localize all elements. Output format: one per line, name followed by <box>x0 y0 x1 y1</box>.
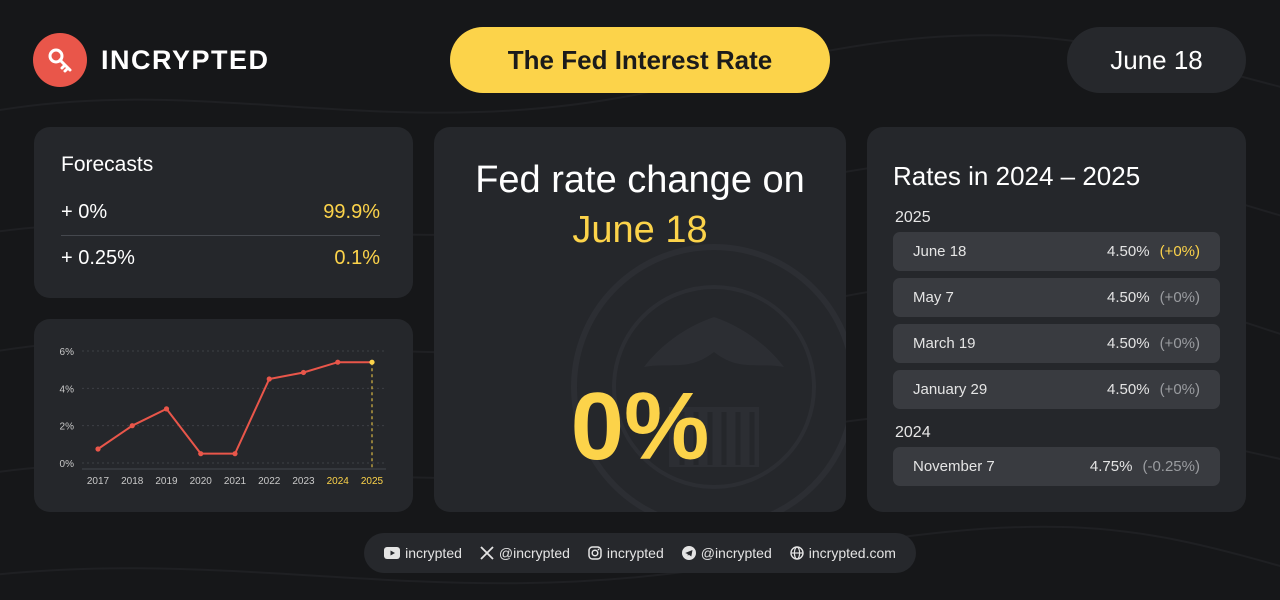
forecasts-card: Forecasts + 0% 99.9% + 0.25% 0.1% <box>34 127 413 298</box>
instagram-link[interactable]: incrypted <box>588 545 664 561</box>
x-tick-label: 2018 <box>121 476 144 487</box>
globe-icon <box>790 546 804 560</box>
rate-change: (-0.25%) <box>1142 458 1200 475</box>
data-point <box>300 369 307 376</box>
rates-card: Rates in 2024 – 2025 2025 June 18 4.50% … <box>867 127 1246 512</box>
key-logo-icon <box>33 33 87 87</box>
forecast-label: + 0% <box>61 200 108 223</box>
x-link[interactable]: @incrypted <box>480 545 570 561</box>
y-tick-label: 4% <box>60 384 75 395</box>
instagram-link-label: incrypted <box>606 545 664 561</box>
forecast-row: + 0.25% 0.1% <box>61 235 380 281</box>
data-point <box>266 376 272 382</box>
telegram-icon <box>681 546 696 560</box>
rate-change: (+0%) <box>1159 289 1200 306</box>
series-line <box>97 361 372 455</box>
data-point <box>232 451 238 457</box>
rate-change: (+0%) <box>1159 381 1200 398</box>
rate-value: 4.50% <box>1107 243 1150 260</box>
rate-history-chart-card: 0% 2% 4% 6% 2017 2018 2019 2020 2021 2022 2023 2024… <box>34 319 413 512</box>
rate-value: 4.50% <box>1107 289 1150 306</box>
y-tick-label: 6% <box>60 347 75 358</box>
data-point <box>163 406 170 412</box>
x-tick-label: 2017 <box>87 476 110 487</box>
rate-value: 4.75% <box>1089 458 1133 475</box>
brand: INCRYPTED <box>33 33 270 87</box>
rate-date: November 7 <box>913 458 995 475</box>
x-tick-label: 2025 <box>361 476 384 487</box>
rate-history-chart: 0% 2% 4% 6% 2017 2018 2019 2020 2021 2022 2023 2024… <box>60 347 386 487</box>
year-label: 2024 <box>895 424 931 441</box>
youtube-link[interactable]: incrypted <box>384 545 462 561</box>
page-title: The Fed Interest Rate <box>450 27 830 93</box>
data-point <box>129 423 135 429</box>
x-tick-label: 2020 <box>190 476 213 487</box>
x-tick-label: 2024 <box>327 476 350 487</box>
rate-value: 4.50% <box>1107 335 1150 352</box>
data-point <box>369 359 375 365</box>
social-links-bar: incrypted @incrypted incrypted @incrypte… <box>364 533 916 573</box>
rate-change-value: 0% <box>570 373 710 480</box>
x-tick-label: 2022 <box>258 476 281 487</box>
data-point <box>95 446 101 452</box>
x-tick-label: 2021 <box>224 476 247 487</box>
rate-change-card: Fed rate change on June 18 0% <box>434 127 846 512</box>
rate-row: January 29 4.50% (+0%) <box>893 370 1220 409</box>
x-tick-label: 2023 <box>292 476 315 487</box>
header-date: June 18 <box>1067 27 1246 93</box>
telegram-link-label: @incrypted <box>700 545 772 561</box>
rate-row: May 7 4.50% (+0%) <box>893 278 1220 317</box>
y-tick-label: 2% <box>60 422 75 433</box>
x-tick-label: 2019 <box>155 476 178 487</box>
forecast-value: 0.1% <box>334 247 380 269</box>
website-link-label: incrypted.com <box>808 545 896 561</box>
telegram-link[interactable]: @incrypted <box>681 545 772 561</box>
instagram-icon <box>588 546 602 560</box>
center-date: June 18 <box>572 209 708 251</box>
x-link-label: @incrypted <box>498 545 570 561</box>
rate-change: (+0%) <box>1159 335 1200 352</box>
center-title: Fed rate change on <box>475 159 805 201</box>
rate-row: March 19 4.50% (+0%) <box>893 324 1220 363</box>
forecasts-title: Forecasts <box>61 153 154 176</box>
rates-title: Rates in 2024 – 2025 <box>893 161 1141 191</box>
y-tick-label: 0% <box>60 459 75 470</box>
forecast-value: 99.9% <box>323 200 380 223</box>
brand-name: INCRYPTED <box>101 44 270 75</box>
forecast-row: + 0% 99.9% <box>61 189 380 235</box>
rate-date: January 29 <box>913 381 988 398</box>
website-link[interactable]: incrypted.com <box>790 545 896 561</box>
x-icon <box>480 546 494 560</box>
rate-date: March 19 <box>913 335 976 352</box>
rate-value: 4.50% <box>1107 381 1150 398</box>
data-point <box>335 359 341 365</box>
rate-date: June 18 <box>913 243 967 260</box>
youtube-link-label: incrypted <box>405 545 462 561</box>
rate-row: November 7 4.75% (-0.25%) <box>893 447 1220 486</box>
forecast-label: + 0.25% <box>61 247 135 269</box>
federal-reserve-seal-icon <box>571 244 846 512</box>
year-label: 2025 <box>895 209 931 226</box>
data-point <box>198 451 204 457</box>
rate-change: (+0%) <box>1159 243 1200 260</box>
rate-row: June 18 4.50% (+0%) <box>893 232 1220 271</box>
rate-date: May 7 <box>913 289 954 306</box>
youtube-icon <box>384 547 401 559</box>
